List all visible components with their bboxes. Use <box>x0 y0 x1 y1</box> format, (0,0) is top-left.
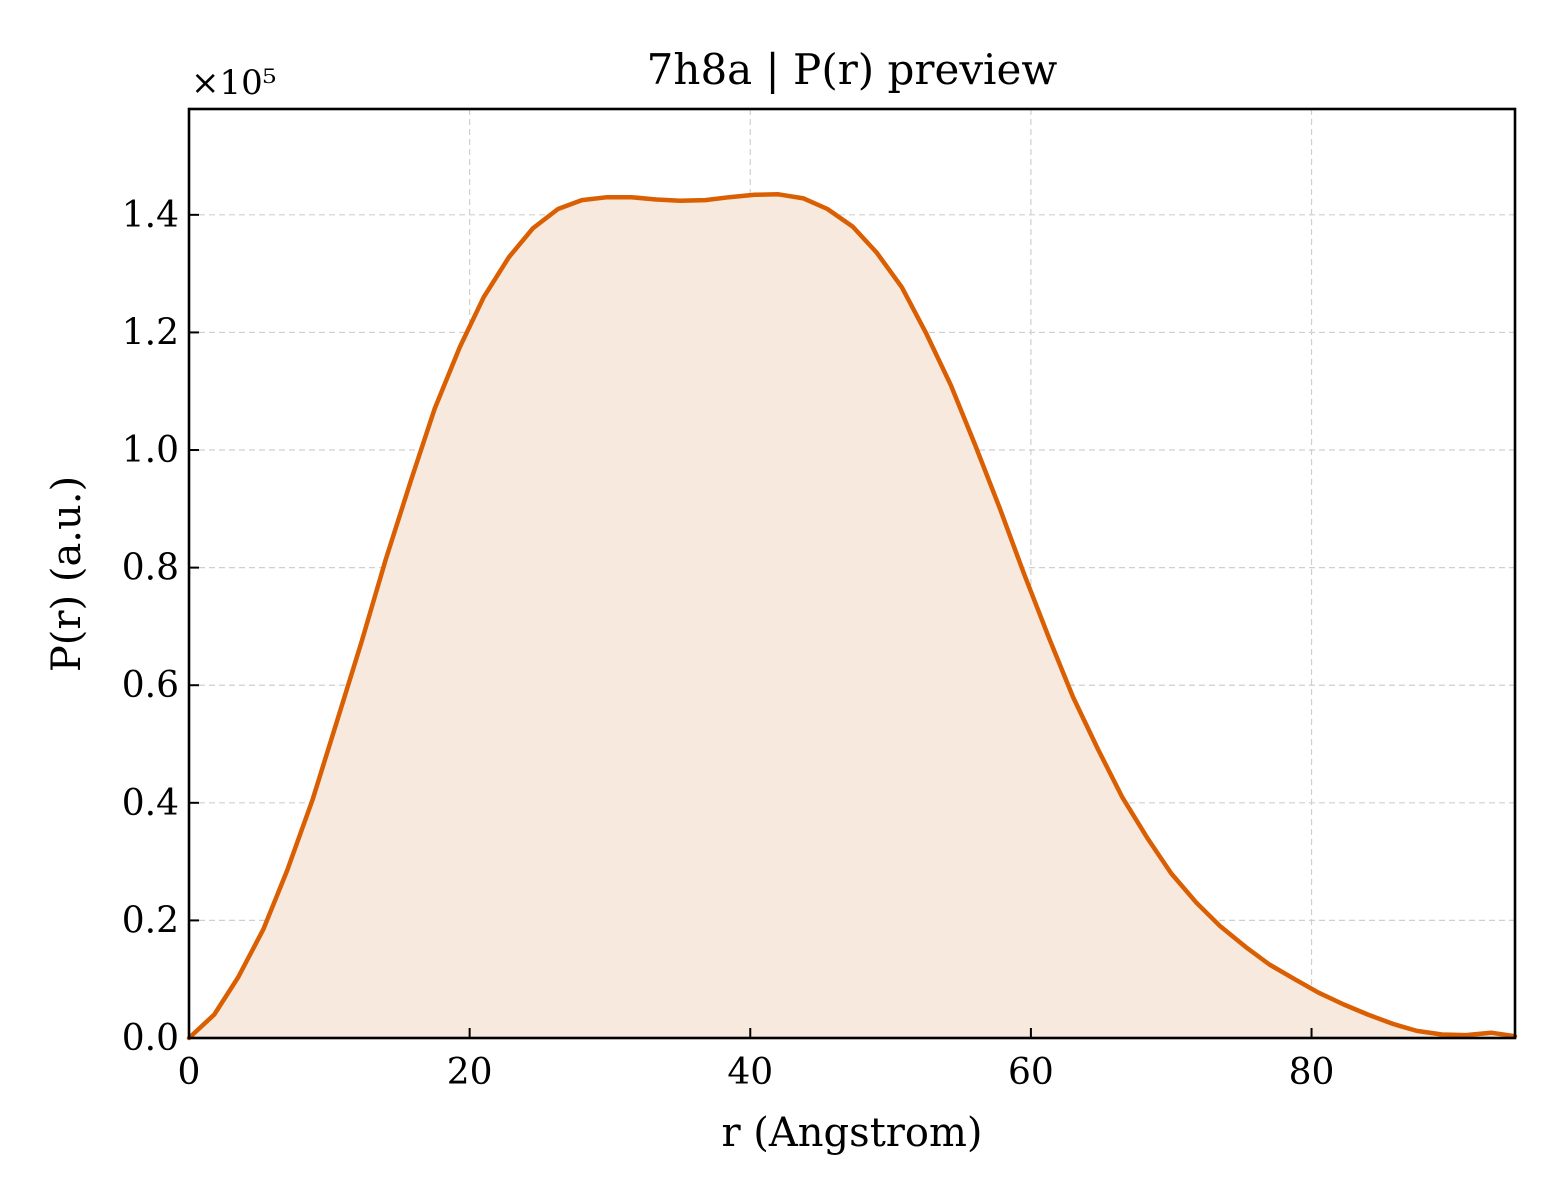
chart-title: 7h8a | P(r) preview <box>647 45 1058 94</box>
y-tick-label: 1.2 <box>122 312 179 353</box>
y-offset-label: ×10⁵ <box>191 63 276 103</box>
series-line <box>186 192 1518 1041</box>
x-tick-label: 40 <box>727 1052 773 1093</box>
y-axis-label: P(r) (a.u.) <box>44 476 90 672</box>
y-tick-label: 1.0 <box>122 430 179 471</box>
y-tick-label: 0.0 <box>122 1018 179 1059</box>
x-axis-label: r (Angstrom) <box>721 1110 982 1156</box>
tick-layer: 0 20 40 60 80 0.0 0.2 0.4 0.6 0.8 1.0 1.2 1.4 <box>122 195 1335 1093</box>
x-tick-label: 0 <box>178 1052 201 1093</box>
x-tick-label: 80 <box>1289 1052 1335 1093</box>
y-tick-label: 0.6 <box>122 665 179 706</box>
x-tick-label: 20 <box>447 1052 493 1093</box>
x-tick-label: 60 <box>1008 1052 1054 1093</box>
y-tick-label: 0.2 <box>122 900 179 941</box>
y-tick-label: 0.8 <box>122 548 179 589</box>
y-tick-label: 1.4 <box>122 195 179 236</box>
plot-frame <box>187 107 1517 1040</box>
area-fill <box>189 194 1515 1039</box>
y-tick-label: 0.4 <box>122 783 179 824</box>
